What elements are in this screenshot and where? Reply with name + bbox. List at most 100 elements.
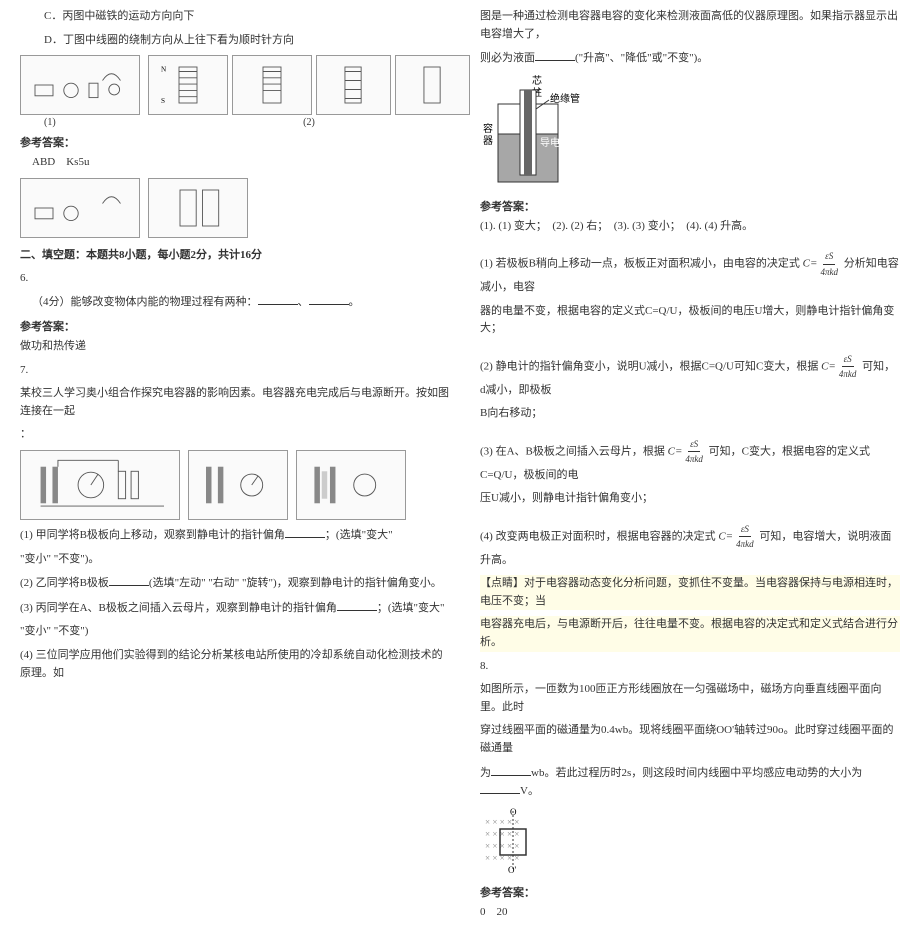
q7-1c: "变小" "不变")。 — [20, 551, 450, 569]
q8-1: 如图所示，一匝数为100匝正方形线圈放在一匀强磁场中，磁场方向垂直线圈平面向里。… — [480, 681, 900, 716]
expl3a: (3) 在A、B极板之间插入云母片，根据 — [480, 445, 665, 457]
label-jy: 绝缘管 — [550, 92, 580, 105]
expl3c: 压U减小，则静电计指针偏角变小； — [480, 490, 900, 508]
expl2c: B向右移动； — [480, 405, 900, 423]
q6-num: 6. — [20, 270, 450, 288]
q8-3b: wb。若此过程历时2s，则这段时间内线圈中平均感应电动势的大小为 — [531, 767, 862, 779]
blank-2 — [309, 293, 349, 305]
expl-3: (3) 在A、B极板之间插入云母片，根据 C=εS4πkd 可知，C变大，根据电… — [480, 437, 900, 484]
q6-tail: 、 — [298, 296, 309, 308]
q7-num: 7. — [20, 362, 450, 380]
q8-3a: 为 — [480, 767, 491, 779]
blank-5 — [337, 599, 377, 611]
fig2-caption: (2) — [148, 117, 470, 128]
answer-3: (1). (1) 变大； (2). (2) 右； (3). (3) 变小； (4… — [480, 218, 900, 236]
q7-text: 某校三人学习奥小组合作探究电容器的影响因素。电容器充电完成后与电源断开。按如图连… — [20, 385, 450, 420]
expl-2: (2) 静电计的指针偏角变小，说明U减小，根据C=Q/U可知C变大，根据 C=ε… — [480, 352, 900, 399]
section-2-title: 二、填空题：本题共8小题，每小题2分，共计16分 — [20, 246, 450, 262]
fig-cap-c — [296, 450, 406, 520]
q7-1b: ；(选填"变大" — [325, 529, 393, 541]
q7-3a: (3) 丙同学在A、B极板之间插入云母片，观察到静电计的指针偏角 — [20, 602, 337, 614]
answer-2: 做功和热传递 — [20, 338, 450, 356]
figure-row-2 — [20, 178, 450, 238]
svg-text:× × × × ×: × × × × × — [485, 829, 519, 839]
label-xin: 芯 — [532, 74, 542, 87]
q8-3: 为 wb。若此过程历时2s，则这段时间内线圈中平均感应电动势的大小为 V。 — [480, 764, 900, 801]
r-intro2: 则必为液面 — [480, 52, 535, 64]
formula-2: C=εS4πkd — [821, 352, 859, 382]
q6-text: （4分）能够改变物体内能的物理过程有两种： — [32, 296, 258, 308]
fig-group-2: NS (2) — [148, 55, 470, 128]
figure-row-3 — [20, 450, 450, 520]
fig-2a-box: NS — [148, 55, 228, 115]
q7-3c: "变小" "不变") — [20, 623, 450, 641]
r-intro1: 图是一种通过检测电容器电容的变化来检测液面高低的仪器原理图。如果指示器显示出电容… — [480, 8, 900, 43]
fig-ans1 — [20, 178, 140, 238]
fig-1-box — [20, 55, 140, 115]
liquid-sensor-diagram: 芯 柱 绝缘管 容 器 导电液 — [480, 74, 900, 192]
expl2a: (2) 静电计的指针偏角变小，说明U减小，根据C=Q/U可知C变大，根据 — [480, 360, 818, 372]
fig1-caption: (1) — [20, 117, 140, 128]
capacitor-icon-c — [299, 453, 403, 517]
q7-1: (1) 甲同学将B极板向上移动，观察到静电计的指针偏角 ；(选填"变大" — [20, 526, 450, 545]
fig-cap-a — [20, 450, 180, 520]
coil-icon-e — [151, 181, 245, 235]
q7-2a: (2) 乙同学将B极板 — [20, 577, 109, 589]
answer-label-3: 参考答案： — [480, 198, 900, 214]
svg-text:O': O' — [508, 865, 516, 875]
circuit-icon-2 — [23, 181, 137, 235]
q8-2: 穿过线圈平面的磁通量为0.4wb。现将线圈平面绕OO'轴转过90o。此时穿过线圈… — [480, 722, 900, 757]
label-rq2: 器 — [483, 135, 493, 147]
fig-2b-box — [232, 55, 312, 115]
svg-text:S: S — [161, 97, 165, 105]
figure-row-1: (1) NS (2) — [20, 55, 450, 128]
fig-2c-box — [316, 55, 391, 115]
fig-2d-box — [395, 55, 470, 115]
blank-3 — [285, 526, 325, 538]
field-icon: O × × × × × × × × × × × × × × × × × × × … — [480, 807, 560, 875]
left-column: C．丙图中磁铁的运动方向向下 D．丁图中线圈的绕制方向从上往下看为顺时针方向 (… — [20, 8, 450, 927]
circuit-icon — [23, 58, 137, 112]
q7-4: (4) 三位同学应用他们实验得到的结论分析某核电站所使用的冷却系统自动化检测技术… — [20, 647, 450, 682]
q7-2b: (选填"左动" "右动" "旋转")，观察到静电计的指针偏角变小。 — [149, 577, 442, 589]
fig-cap-b — [188, 450, 288, 520]
page-root: C．丙图中磁铁的运动方向向下 D．丁图中线圈的绕制方向从上往下看为顺时针方向 (… — [0, 0, 920, 935]
label-dy: 导电液 — [540, 136, 570, 149]
q7-1a: (1) 甲同学将B极板向上移动，观察到静电计的指针偏角 — [20, 529, 285, 541]
answer-label-1: 参考答案： — [20, 134, 450, 150]
q7-dot: ： — [20, 426, 450, 444]
coil-icon-a: NS — [151, 58, 225, 112]
fig-ans2 — [148, 178, 248, 238]
label-rq1: 容 — [483, 122, 493, 135]
r-intro3: ("升高"、"降低"或"不变")。 — [575, 52, 708, 64]
answer-label-2: 参考答案： — [20, 318, 450, 334]
q7-3: (3) 丙同学在A、B极板之间插入云母片，观察到静电计的指针偏角；(选填"变大" — [20, 599, 450, 618]
formula-1: C=εS4πkd — [803, 249, 841, 279]
expl-1: (1) 若极板B稍向上移动一点，板板正对面积减小，由电容的决定式 C=εS4πk… — [480, 249, 900, 296]
r-intro2-line: 则必为液面 ("升高"、"降低"或"不变")。 — [480, 49, 900, 68]
capacitor-icon-a — [23, 453, 177, 517]
answer-label-4: 参考答案： — [480, 884, 900, 900]
expl-4: (4) 改变两电极正对面积时，根据电容器的决定式 C=εS4πkd 可知，电容增… — [480, 522, 900, 569]
blank-7 — [491, 764, 531, 776]
expl1c: 器的电量不变，根据电容的定义式C=Q/U，极板间的电压U增大，则静电计指针偏角变… — [480, 303, 900, 338]
capacitor-icon-b — [191, 453, 285, 517]
formula-3: C=εS4πkd — [668, 437, 706, 467]
formula-4: C=εS4πkd — [718, 522, 756, 552]
option-d: D．丁图中线圈的绕制方向从上往下看为顺时针方向 — [20, 32, 450, 50]
coil-icon-d — [398, 58, 467, 112]
option-c: C．丙图中磁铁的运动方向向下 — [20, 8, 450, 26]
sensor-icon: 芯 柱 绝缘管 容 器 导电液 — [480, 74, 610, 189]
blank-6 — [535, 49, 575, 61]
blank-1 — [258, 293, 298, 305]
coil-icon-b — [235, 58, 309, 112]
q6-line: （4分）能够改变物体内能的物理过程有两种：、。 — [20, 293, 450, 312]
answer-1: ABD Ks5u — [20, 154, 450, 172]
hint-1: 【点睛】对于电容器动态变化分析问题，变抓住不变量。当电容器保持与电源相连时，电压… — [480, 575, 900, 610]
q8-3c: V。 — [520, 785, 539, 797]
coil-icon-c — [319, 58, 388, 112]
right-column: 图是一种通过检测电容器电容的变化来检测液面高低的仪器原理图。如果指示器显示出电容… — [480, 8, 900, 927]
fig-group-1: (1) — [20, 55, 140, 128]
svg-text:N: N — [161, 66, 167, 74]
magnetic-field-diagram: O × × × × × × × × × × × × × × × × × × × … — [480, 807, 900, 878]
